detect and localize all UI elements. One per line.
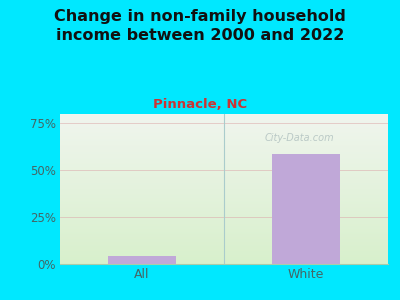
Text: City-Data.com: City-Data.com	[265, 133, 334, 143]
Text: Change in non-family household
income between 2000 and 2022: Change in non-family household income be…	[54, 9, 346, 43]
Bar	[272, 154, 340, 264]
Bar	[108, 256, 176, 264]
Text: Pinnacle, NC: Pinnacle, NC	[153, 98, 247, 110]
